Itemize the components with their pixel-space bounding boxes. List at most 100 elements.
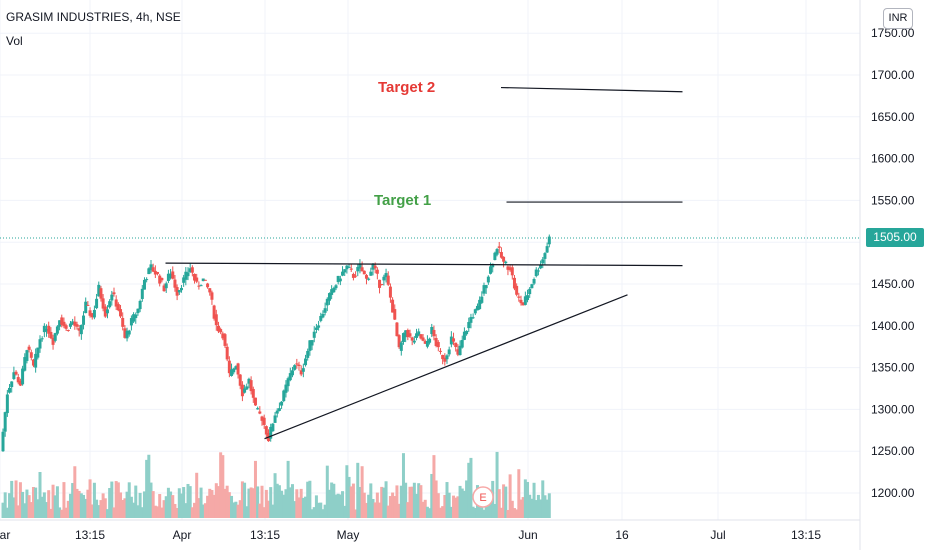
volume-bar	[73, 466, 77, 518]
candle-body	[73, 321, 77, 326]
candle-body	[332, 288, 336, 293]
candle-body	[153, 270, 157, 275]
price-tick-label: 1250.00	[871, 444, 915, 458]
candle-body	[62, 321, 66, 327]
candle-body	[273, 415, 277, 423]
candle-body	[482, 285, 486, 294]
volume-bar	[354, 509, 358, 518]
volume-bar	[351, 483, 355, 518]
candle-body	[108, 301, 112, 308]
candle-body	[504, 261, 508, 264]
volume-bar	[382, 487, 386, 518]
candle-body	[341, 271, 345, 276]
candle-body	[99, 288, 103, 299]
candle-body	[306, 350, 310, 358]
volume-bar	[445, 482, 449, 518]
candle-body	[299, 370, 303, 375]
volume-bars	[1, 451, 551, 518]
candle-body	[469, 317, 473, 323]
candle-body	[502, 256, 506, 262]
candle-body	[369, 271, 373, 276]
candle-body	[425, 340, 429, 347]
candle-body	[5, 394, 9, 414]
volume-bar	[358, 486, 362, 518]
candle-body	[269, 426, 273, 439]
candle-body	[38, 339, 42, 349]
volume-bar	[404, 482, 408, 518]
candle-body	[47, 325, 51, 334]
candle-body	[408, 333, 412, 337]
volume-bar	[495, 451, 499, 518]
volume-bar	[536, 494, 540, 518]
candle-body	[491, 263, 495, 268]
candles	[1, 234, 551, 452]
volume-bar	[323, 504, 327, 518]
candle-body	[528, 288, 532, 295]
currency-button[interactable]: INR	[883, 8, 913, 29]
volume-bar	[110, 481, 114, 518]
volume-bar	[264, 489, 268, 518]
volume-bar	[173, 503, 177, 518]
volume-bar	[243, 482, 247, 518]
candle-body	[478, 299, 482, 310]
volume-bar	[190, 507, 194, 518]
candle-body	[223, 334, 227, 346]
candle-body	[489, 266, 493, 274]
candle-body	[345, 265, 349, 270]
candle-body	[415, 333, 419, 338]
candle-body	[395, 322, 399, 337]
volume-bar	[64, 507, 68, 518]
candle-body	[116, 304, 120, 311]
volume-bar	[373, 502, 377, 518]
candle-body	[82, 315, 86, 325]
volume-bar	[162, 500, 166, 518]
candle-body	[197, 285, 201, 287]
price-tick-label: 1750.00	[871, 26, 915, 40]
volume-bar	[458, 485, 462, 518]
candle-body	[512, 277, 516, 289]
volume-bar	[547, 493, 551, 518]
volume-bar	[371, 498, 375, 518]
candle-body	[216, 325, 220, 332]
volume-bar	[347, 476, 351, 518]
volume-bar	[136, 505, 140, 518]
candle-body	[338, 278, 342, 282]
volume-bar	[273, 473, 277, 518]
volume-bar	[201, 504, 205, 518]
candle-body	[36, 347, 40, 358]
candle-body	[58, 320, 62, 327]
volume-bar	[378, 502, 382, 518]
candle-body	[166, 273, 170, 281]
volume-bar	[432, 455, 436, 518]
volume-bar	[486, 501, 490, 518]
candle-body	[541, 259, 545, 264]
volume-bar	[271, 504, 275, 518]
candle-body	[1, 431, 5, 452]
trend-line-resistance	[165, 262, 683, 267]
candle-body	[92, 309, 96, 318]
candle-body	[325, 298, 329, 306]
candle-body	[493, 252, 497, 261]
volume-bar	[142, 491, 146, 518]
candle-body	[221, 333, 225, 339]
volume-bar	[193, 502, 197, 518]
volume-bar	[77, 490, 81, 518]
volume-bar	[236, 504, 240, 518]
candle-body	[262, 417, 266, 425]
volume-bar	[321, 509, 325, 518]
candle-body	[534, 269, 538, 277]
volume-bar	[471, 506, 475, 518]
candle-body	[539, 265, 543, 269]
volume-bar	[343, 505, 347, 518]
candle-body	[71, 321, 75, 325]
candle-body	[391, 299, 395, 313]
candle-body	[347, 266, 351, 268]
volume-bar	[502, 484, 506, 518]
volume-bar	[330, 482, 334, 518]
price-tick-label: 1350.00	[871, 361, 915, 375]
candle-body	[475, 305, 479, 311]
candle-body	[251, 388, 255, 398]
candle-body	[18, 380, 22, 386]
volume-bar	[195, 472, 199, 518]
